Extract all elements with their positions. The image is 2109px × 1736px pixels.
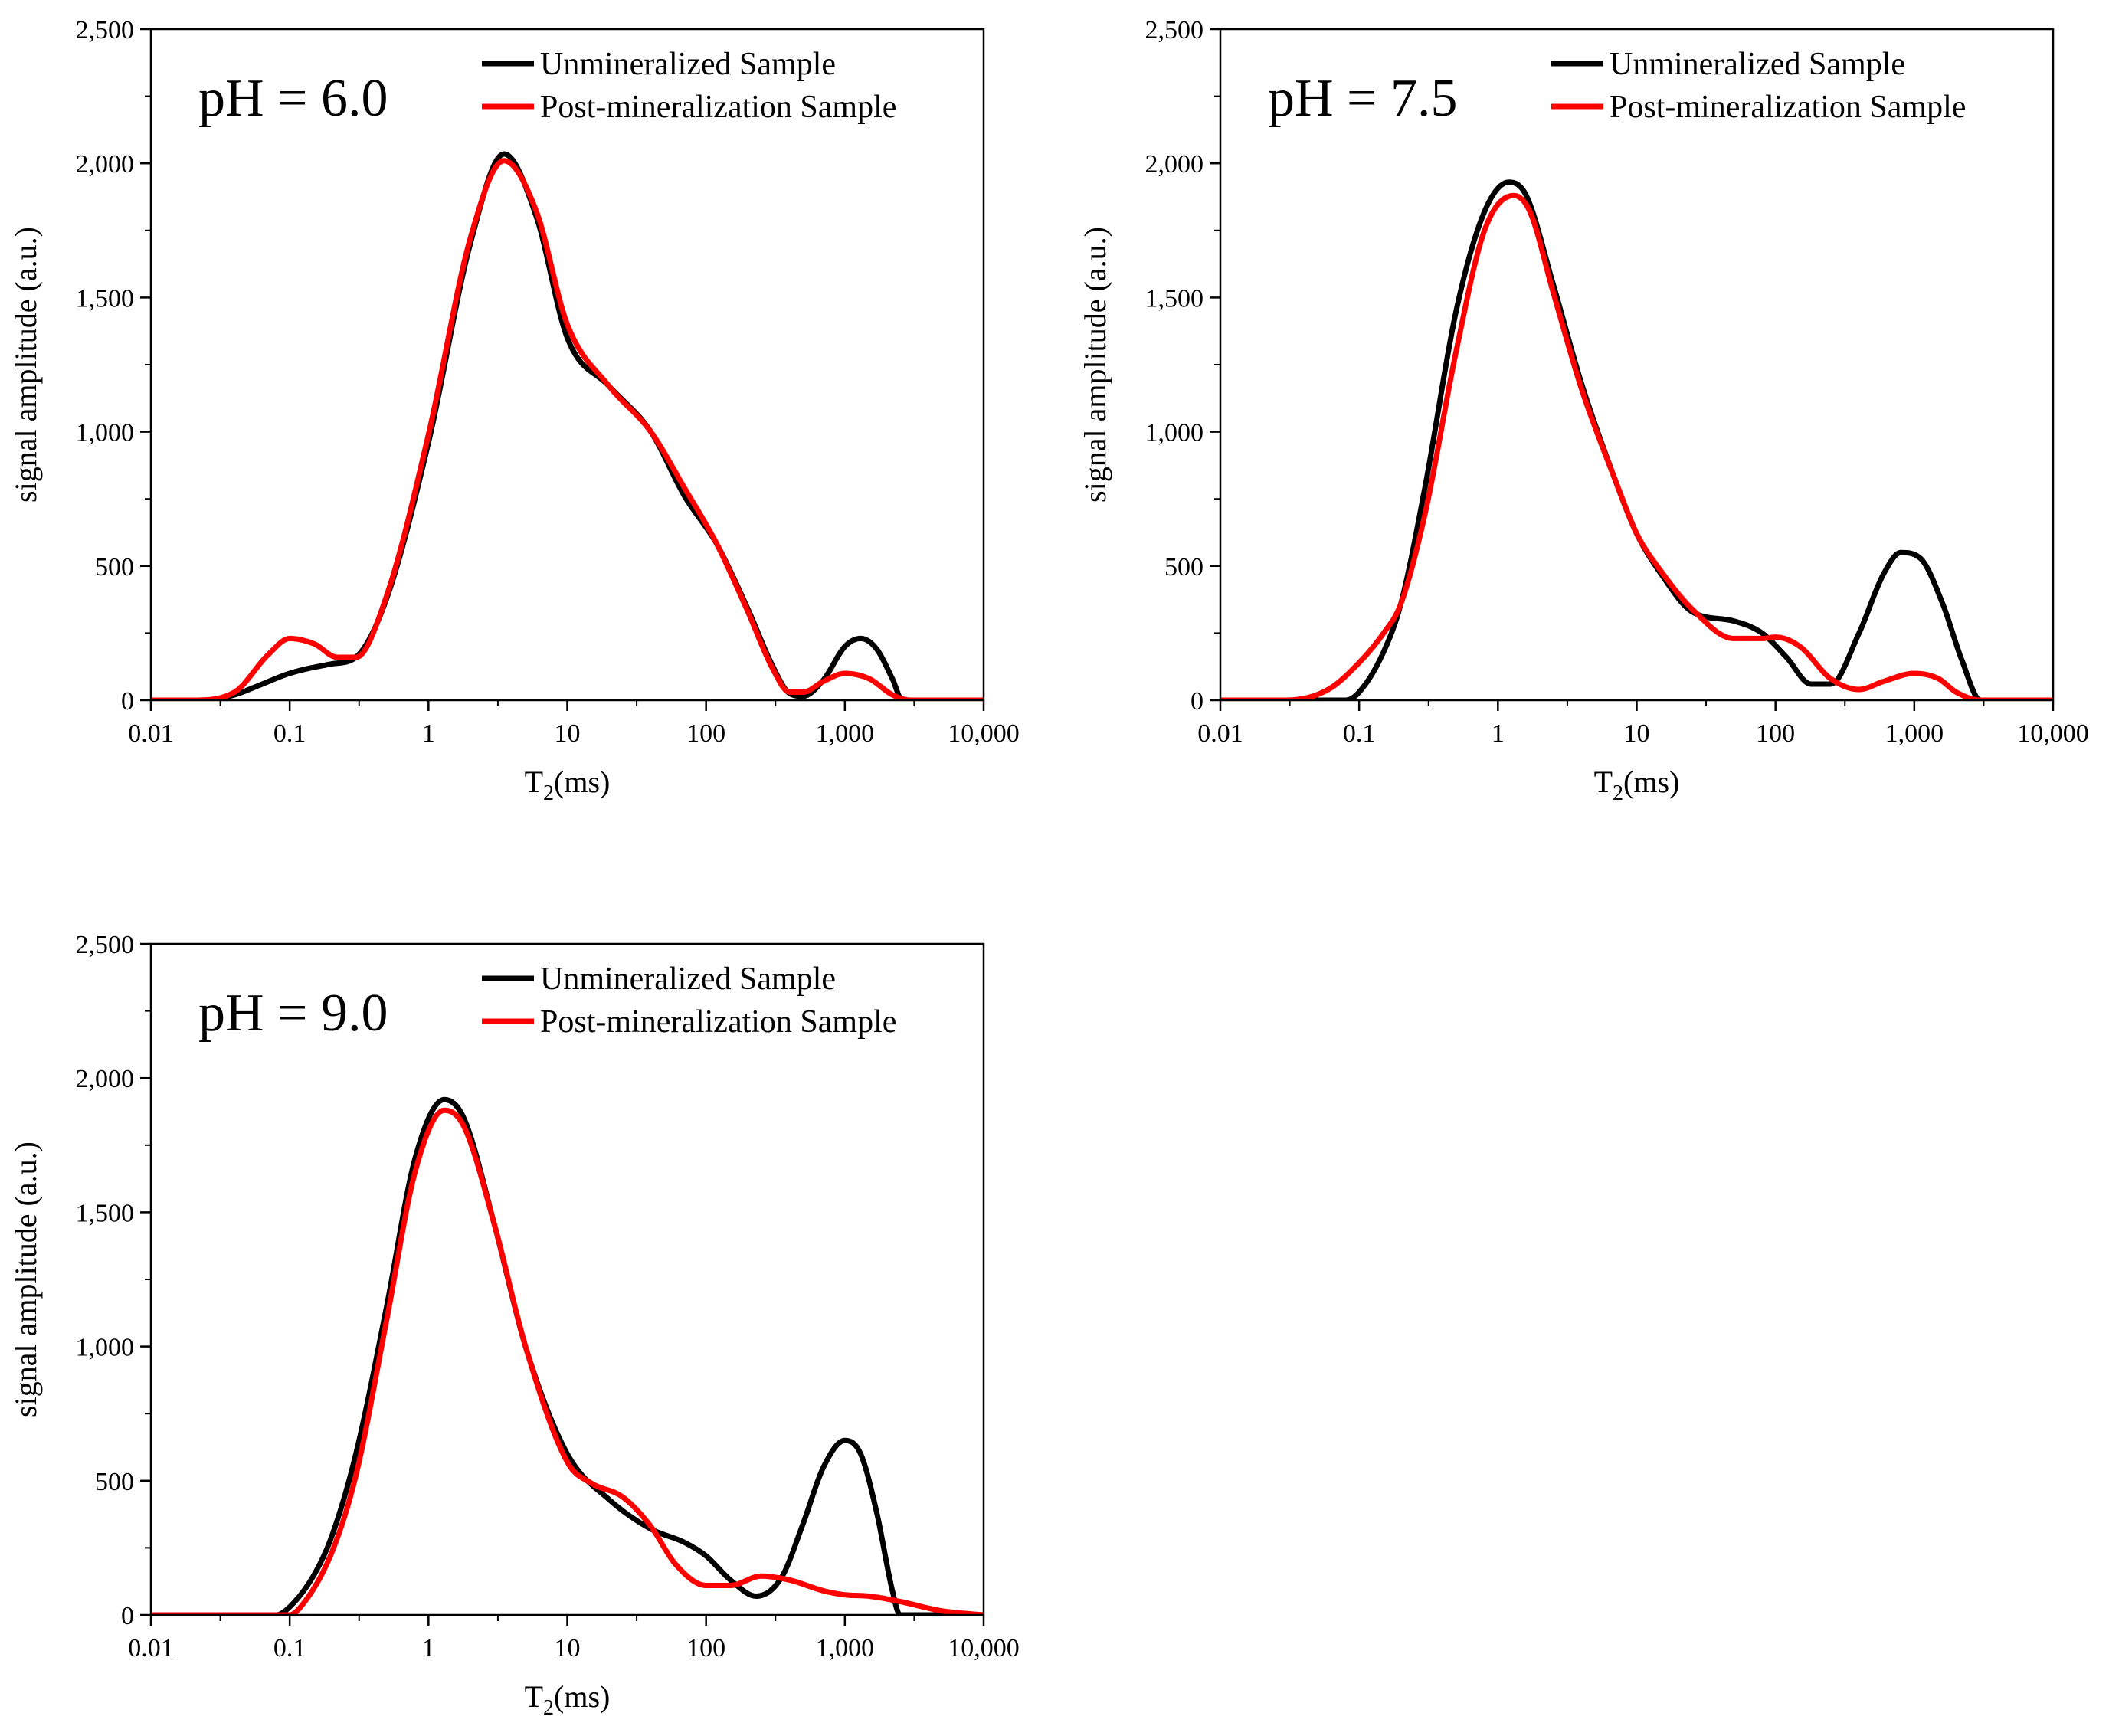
x-tick-label: 10,000 <box>948 719 1020 748</box>
y-tick-label: 1,500 <box>1145 284 1204 313</box>
chart-panels: 0.01 0.1 1 10 100 1,000 10,00005001,0001,5002,… <box>8 16 2089 1720</box>
x-tick-label: 10 <box>555 1634 581 1662</box>
x-tick-label: 1,000 <box>816 1634 875 1662</box>
y-tick-label: 2,500 <box>76 16 135 44</box>
x-axis-title: T2(ms) <box>525 1679 611 1720</box>
y-tick-label: 0 <box>1190 687 1204 716</box>
series-line <box>151 1107 984 1615</box>
chart-panel: 0.01 0.1 1 10 100 1,000 10,000 0 500 1,000 1,500 2,… <box>8 931 1020 1720</box>
y-tick-label: 2,000 <box>1145 150 1204 179</box>
y-axis-title: signal amplitude (a.u.) <box>1078 227 1112 503</box>
x-tick-label: 10 <box>555 719 581 748</box>
y-tick-label: 1,000 <box>76 1334 135 1362</box>
x-tick-label: 1,000 <box>1885 719 1944 748</box>
chart-panel: 0.01 0.1 1 10 100 1,000 10,000 0 500 1,000 1,500 2,… <box>8 16 1020 805</box>
x-tick-label: 10,000 <box>948 1634 1020 1662</box>
legend-label: Post-mineralization Sample <box>1610 90 1966 125</box>
x-tick-label: 0.01 <box>128 719 174 748</box>
x-tick-label: 10,000 <box>2017 719 2089 748</box>
ph-label: pH = 7.5 <box>1268 69 1458 128</box>
y-tick-label: 1,500 <box>76 284 135 313</box>
x-tick-label: 100 <box>1756 719 1795 748</box>
x-tick-label: 1,000 <box>816 719 875 748</box>
y-axis-title: signal amplitude (a.u.) <box>8 227 43 503</box>
y-tick-label: 0 <box>121 687 134 716</box>
legend-label: Post-mineralization Sample <box>540 1004 896 1040</box>
series-line <box>151 158 984 700</box>
legend-label: Unmineralized Sample <box>1610 47 1905 82</box>
y-tick-label: 1,000 <box>1145 419 1204 447</box>
y-tick-label: 500 <box>95 1468 134 1496</box>
x-tick-label: 1 <box>422 719 435 748</box>
x-tick-label: 1 <box>422 1634 435 1662</box>
x-tick-label: 0.1 <box>273 1634 306 1662</box>
y-tick-label: 1,000 <box>76 419 135 447</box>
y-tick-label: 500 <box>95 553 134 581</box>
y-tick-label: 500 <box>1164 553 1204 581</box>
legend-label: Unmineralized Sample <box>540 961 836 997</box>
x-axis-title: T2(ms) <box>1594 765 1680 805</box>
chart-panel: 0.01 0.1 1 10 100 1,000 10,000 0 500 1,000 1,500 2,… <box>1078 16 2089 805</box>
x-tick-label: 10 <box>1624 719 1650 748</box>
legend-label: Unmineralized Sample <box>540 47 836 82</box>
y-tick-label: 2,000 <box>76 150 135 179</box>
y-tick-label: 0 <box>121 1602 134 1630</box>
legend-label: Post-mineralization Sample <box>540 90 896 125</box>
x-tick-label: 0.1 <box>1343 719 1376 748</box>
series-line <box>1220 192 2053 700</box>
x-tick-label: 1 <box>1492 719 1505 748</box>
ph-label: pH = 6.0 <box>198 69 388 128</box>
x-tick-label: 0.01 <box>128 1634 174 1662</box>
y-tick-label: 2,500 <box>76 931 135 959</box>
x-tick-label: 100 <box>686 719 725 748</box>
x-axis-title: T2(ms) <box>525 765 611 805</box>
x-tick-label: 0.1 <box>273 719 306 748</box>
y-tick-label: 2,000 <box>76 1065 135 1093</box>
y-tick-label: 2,500 <box>1145 16 1204 44</box>
x-tick-label: 0.01 <box>1197 719 1243 748</box>
y-tick-label: 1,500 <box>76 1199 135 1227</box>
x-tick-label: 100 <box>686 1634 725 1662</box>
series-line <box>151 1096 984 1615</box>
y-axis-title: signal amplitude (a.u.) <box>8 1142 43 1417</box>
ph-label: pH = 9.0 <box>198 984 388 1043</box>
